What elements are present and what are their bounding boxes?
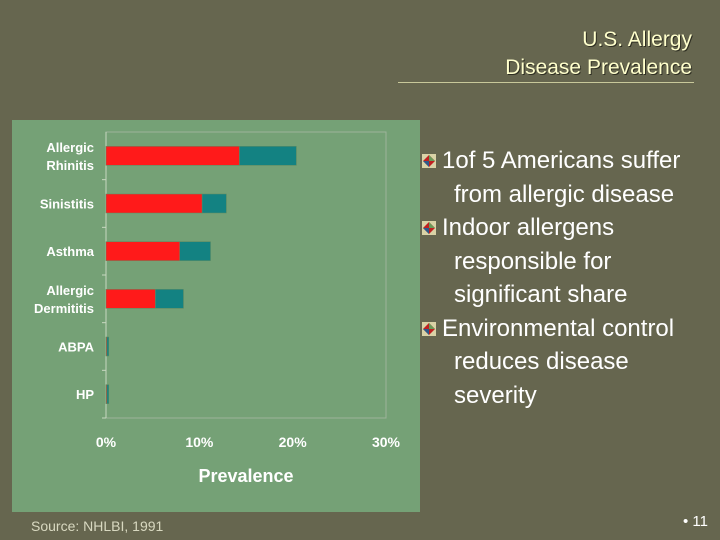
category-label-4: Allergic Dermititis	[34, 283, 94, 316]
slide-title: U.S. Allergy Disease Prevalence	[505, 26, 692, 82]
category-label-2: Sinistitis	[40, 197, 94, 212]
bullet-list: 1of 5 Americans suffer from allergic dis…	[420, 144, 715, 412]
bullet-item-1: 1of 5 Americans suffer from allergic dis…	[420, 144, 715, 211]
category-label-6: HP	[76, 387, 94, 402]
prevalence-bar-chart: Allergic Rhinitis Sinistitis Asthma Allergic…	[34, 131, 401, 486]
category-label-1: Allergic Rhinitis	[46, 140, 94, 173]
category-label-5: ABPA	[58, 340, 94, 355]
bar-1-2	[105, 193, 203, 214]
page-number: • 11	[683, 513, 708, 530]
diamond-bullet-icon	[422, 221, 436, 235]
bar-2-5	[106, 336, 110, 357]
slide-title-line1: U.S. Allergy	[582, 28, 692, 51]
x-tick-label-2: 10%	[185, 434, 214, 450]
category-label-3: Asthma	[46, 244, 94, 259]
x-tick-label-1: 0%	[96, 434, 117, 450]
source-note: Source: NHLBI, 1991	[31, 518, 164, 534]
x-tick-label-4: 30%	[372, 434, 401, 450]
bullet-text-1: 1of 5 Americans suffer from allergic dis…	[442, 147, 681, 208]
bar-2-6	[106, 384, 110, 404]
x-tick-label-3: 20%	[279, 434, 308, 450]
bullet-item-3: Environmental control reduces disease se…	[420, 312, 715, 413]
bar-2-4	[155, 289, 184, 309]
diamond-bullet-icon	[422, 321, 436, 336]
bar-2-3	[179, 241, 211, 261]
diamond-bullet-icon	[422, 154, 436, 168]
bar-1-3	[105, 241, 180, 261]
bullet-text-3: Environmental control reduces disease se…	[442, 314, 675, 409]
bar-2-1	[239, 146, 297, 166]
chart-panel: Allergic Rhinitis Sinistitis Asthma Allergic…	[12, 120, 420, 512]
slide-title-line2: Disease Prevalence	[505, 56, 692, 79]
bar-1-4	[105, 289, 156, 309]
bar-2-2	[201, 193, 227, 214]
title-underline	[398, 82, 694, 83]
bullet-text-2: Indoor allergens responsible for signifi…	[442, 214, 628, 308]
x-axis-title: Prevalence	[198, 466, 293, 486]
bar-1-1	[105, 146, 240, 166]
bullet-item-2: Indoor allergens responsible for signifi…	[420, 211, 715, 312]
plot-area-frame	[105, 131, 387, 419]
